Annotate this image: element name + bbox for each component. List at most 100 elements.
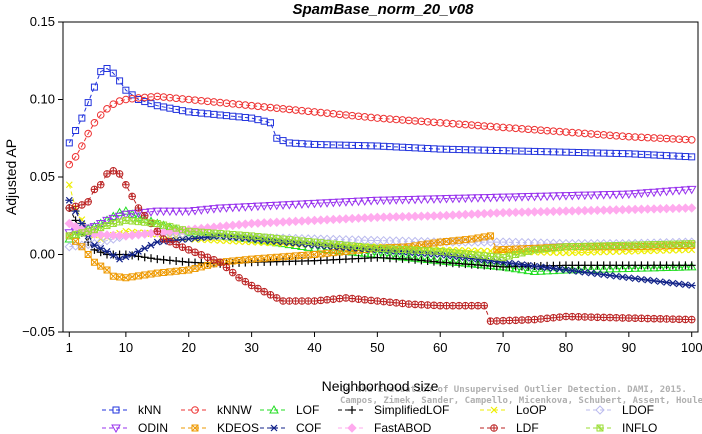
data-point xyxy=(115,170,124,178)
data-point xyxy=(454,194,464,204)
data-point xyxy=(291,297,300,305)
data-point xyxy=(153,238,162,246)
legend-label: LDOF xyxy=(622,403,654,417)
data-point xyxy=(78,243,86,251)
data-point xyxy=(625,314,633,322)
series-fastabod xyxy=(64,203,697,241)
legend-item-knn: kNN xyxy=(102,403,161,417)
data-point xyxy=(367,296,375,305)
data-point xyxy=(360,295,369,304)
data-point xyxy=(90,241,99,249)
data-point xyxy=(548,192,559,201)
data-point xyxy=(65,139,73,147)
data-point xyxy=(221,204,232,213)
data-point xyxy=(555,313,564,321)
data-point xyxy=(493,253,501,261)
legend-marker xyxy=(596,424,604,432)
data-point xyxy=(215,204,226,214)
data-point xyxy=(405,246,413,254)
data-point xyxy=(196,206,207,215)
data-point xyxy=(183,207,194,217)
data-point xyxy=(631,314,639,323)
data-point xyxy=(122,180,130,189)
data-point xyxy=(71,202,80,211)
data-point xyxy=(103,105,111,113)
data-point xyxy=(90,83,98,91)
data-point xyxy=(72,127,80,134)
series-ldf xyxy=(65,167,696,325)
data-point xyxy=(241,256,249,264)
data-point xyxy=(498,193,508,203)
series-line-odin xyxy=(69,188,692,234)
data-point xyxy=(598,205,609,215)
data-point xyxy=(449,301,457,310)
data-point xyxy=(334,198,345,208)
legend-item-lof: LOF xyxy=(260,403,319,417)
data-point xyxy=(598,191,609,200)
data-point xyxy=(404,300,413,308)
data-point xyxy=(97,262,105,270)
data-point xyxy=(655,262,666,272)
x-tick-label: 50 xyxy=(370,340,384,355)
legend-marker xyxy=(111,424,121,434)
y-tick-label: −0.05 xyxy=(22,324,55,339)
data-point xyxy=(649,204,659,214)
data-point xyxy=(554,206,565,216)
data-point xyxy=(485,237,496,247)
data-point xyxy=(669,315,677,323)
data-point xyxy=(612,313,621,322)
data-point xyxy=(549,265,558,272)
data-point xyxy=(190,206,200,216)
data-point xyxy=(84,99,92,107)
data-point xyxy=(202,205,213,215)
data-point xyxy=(518,316,526,324)
data-point xyxy=(429,211,439,221)
data-point xyxy=(329,295,338,303)
legend-item-ldof: LDOF xyxy=(586,403,654,417)
data-point xyxy=(210,255,218,264)
data-point xyxy=(642,204,653,214)
data-point xyxy=(397,236,408,246)
data-point xyxy=(70,221,81,232)
data-point xyxy=(109,100,118,108)
data-point xyxy=(84,129,92,138)
data-point xyxy=(661,262,672,272)
data-point xyxy=(674,203,684,214)
data-point xyxy=(530,315,539,324)
data-point xyxy=(103,170,111,178)
data-point xyxy=(114,207,125,217)
data-point xyxy=(573,206,584,216)
data-point xyxy=(96,111,105,119)
data-point xyxy=(227,203,238,213)
x-tick-label: 10 xyxy=(119,340,133,355)
data-point xyxy=(643,276,652,284)
data-point xyxy=(172,240,180,249)
data-point xyxy=(499,316,507,325)
data-point xyxy=(322,244,332,254)
data-point xyxy=(587,313,595,321)
data-point xyxy=(285,236,293,244)
data-point xyxy=(108,214,119,224)
data-point xyxy=(593,270,602,278)
data-point xyxy=(662,278,671,286)
data-point xyxy=(165,256,174,265)
data-point xyxy=(479,194,490,203)
data-point xyxy=(681,240,689,248)
legend-label: INFLO xyxy=(622,421,657,434)
data-point xyxy=(328,198,339,208)
data-point xyxy=(404,236,414,247)
data-point xyxy=(160,221,168,229)
data-point xyxy=(529,266,540,276)
data-point xyxy=(529,192,540,202)
data-point xyxy=(536,263,545,271)
data-point xyxy=(72,237,80,245)
data-point xyxy=(222,263,231,272)
data-point xyxy=(511,316,520,325)
data-point xyxy=(348,242,356,250)
data-point xyxy=(203,253,212,262)
data-point xyxy=(159,255,168,264)
data-point xyxy=(574,313,583,321)
data-point xyxy=(688,153,696,161)
data-point xyxy=(442,301,451,310)
